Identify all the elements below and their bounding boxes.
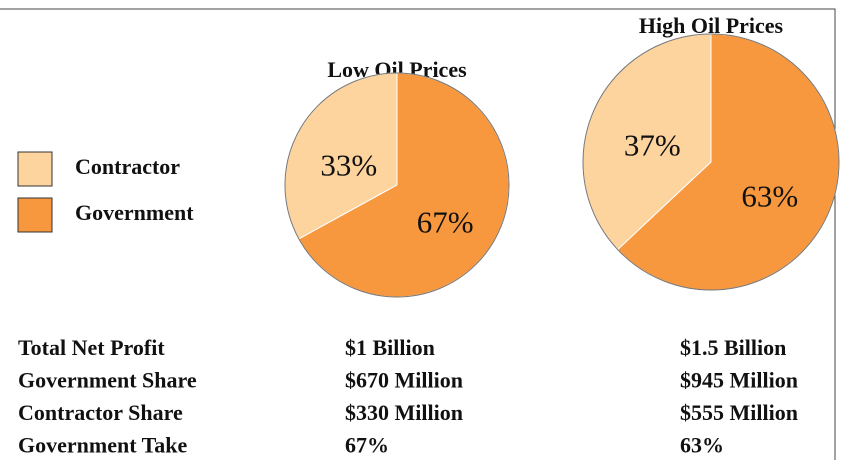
legend-swatch <box>17 151 53 187</box>
pie-outline <box>582 33 840 291</box>
slice-label: 67% <box>417 205 474 240</box>
slice-label: 37% <box>624 128 681 163</box>
legend-label: Contractor <box>75 154 180 179</box>
table-cell: $555 Million <box>680 400 798 425</box>
table-cell: $1.5 Billion <box>680 335 786 360</box>
table-cell: Government Take <box>18 433 188 458</box>
table-cell: $330 Million <box>345 400 463 425</box>
slice-label: 63% <box>741 179 798 214</box>
table-cell: $945 Million <box>680 368 798 393</box>
table-cell: $1 Billion <box>345 335 435 360</box>
legend-label: Government <box>75 200 194 225</box>
table-cell: Government Share <box>18 368 197 393</box>
table-cell: Total Net Profit <box>18 335 165 360</box>
slice-label: 33% <box>320 148 377 183</box>
table-cell: 67% <box>345 433 389 458</box>
table-cell: 63% <box>680 433 724 458</box>
pie-outline <box>284 72 510 298</box>
table-cell: $670 Million <box>345 368 463 393</box>
frame <box>0 8 836 460</box>
table-cell: Contractor Share <box>18 400 183 425</box>
legend-swatch <box>17 197 53 233</box>
